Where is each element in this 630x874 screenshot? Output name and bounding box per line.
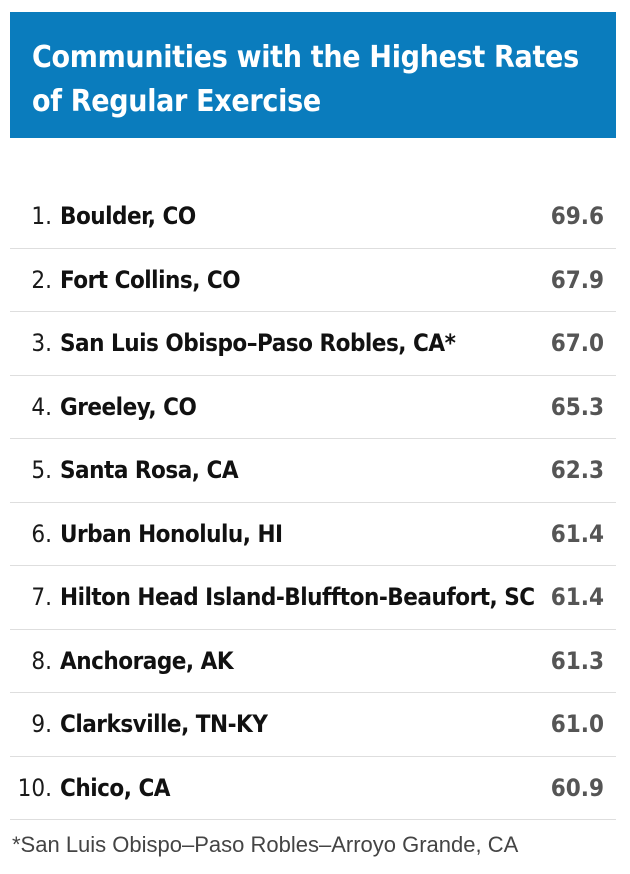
- chart-title-line-1: Communities with the Highest Rates: [32, 40, 579, 75]
- table-row: 1. Boulder, CO 69.6: [10, 185, 616, 249]
- exercise-rate-value: 67.0: [550, 329, 604, 357]
- community-name: Fort Collins, CO: [60, 265, 241, 294]
- table-row: 10. Chico, CA 60.9: [10, 757, 616, 820]
- community-name: Santa Rosa, CA: [60, 456, 239, 484]
- community-name: Urban Honolulu, HI: [60, 519, 283, 548]
- table-row: 5. Santa Rosa, CA 62.3: [10, 439, 616, 503]
- table-row: 3. San Luis Obispo–Paso Robles, CA* 67.0: [10, 312, 616, 376]
- exercise-rate-value: 60.9: [550, 773, 604, 802]
- rank-label: 4.: [31, 392, 52, 421]
- community-name: Anchorage, AK: [60, 646, 234, 675]
- rank-label: 10.: [17, 773, 52, 802]
- community-name: Greeley, CO: [60, 392, 197, 421]
- table-row: 7. Hilton Head Island-Bluffton-Beaufort, …: [10, 566, 616, 630]
- rank-label: 6.: [31, 519, 52, 548]
- rank-label: 9.: [31, 710, 52, 738]
- rank-label: 8.: [31, 646, 52, 675]
- community-name: Boulder, CO: [60, 202, 196, 230]
- table-row: 8. Anchorage, AK 61.3: [10, 630, 616, 693]
- community-name: San Luis Obispo–Paso Robles, CA*: [60, 329, 456, 357]
- chart-header: Communities with the Highest Rates of Re…: [10, 12, 616, 138]
- rank-label: 1.: [31, 202, 52, 230]
- table-row: 4. Greeley, CO 65.3: [10, 376, 616, 439]
- chart-title-line-2: of Regular Exercise: [32, 84, 321, 119]
- exercise-rate-value: 65.3: [550, 392, 604, 421]
- exercise-rate-value: 61.4: [550, 519, 604, 548]
- table-row: 6. Urban Honolulu, HI 61.4: [10, 503, 616, 566]
- rank-label: 3.: [31, 329, 52, 357]
- community-name: Clarksville, TN-KY: [60, 710, 268, 738]
- exercise-rate-value: 62.3: [550, 456, 604, 484]
- table-row: 9. Clarksville, TN-KY 61.0: [10, 693, 616, 757]
- footnote: *San Luis Obispo–Paso Robles–Arroyo Gran…: [12, 832, 519, 857]
- exercise-rate-value: 61.3: [550, 646, 604, 675]
- exercise-rate-value: 61.0: [550, 710, 604, 738]
- exercise-rate-value: 67.9: [550, 265, 604, 294]
- community-name: Chico, CA: [60, 773, 171, 802]
- exercise-rate-value: 61.4: [550, 583, 604, 611]
- rank-label: 7.: [31, 583, 52, 611]
- ranking-table: 1. Boulder, CO 69.6 2. Fort Collins, CO 67.9 3…: [10, 185, 616, 820]
- rank-label: 2.: [31, 265, 52, 294]
- table-row: 2. Fort Collins, CO 67.9: [10, 249, 616, 312]
- exercise-rate-value: 69.6: [550, 202, 604, 230]
- community-name: Hilton Head Island-Bluffton-Beaufort, SC: [60, 583, 535, 611]
- rank-label: 5.: [31, 456, 52, 484]
